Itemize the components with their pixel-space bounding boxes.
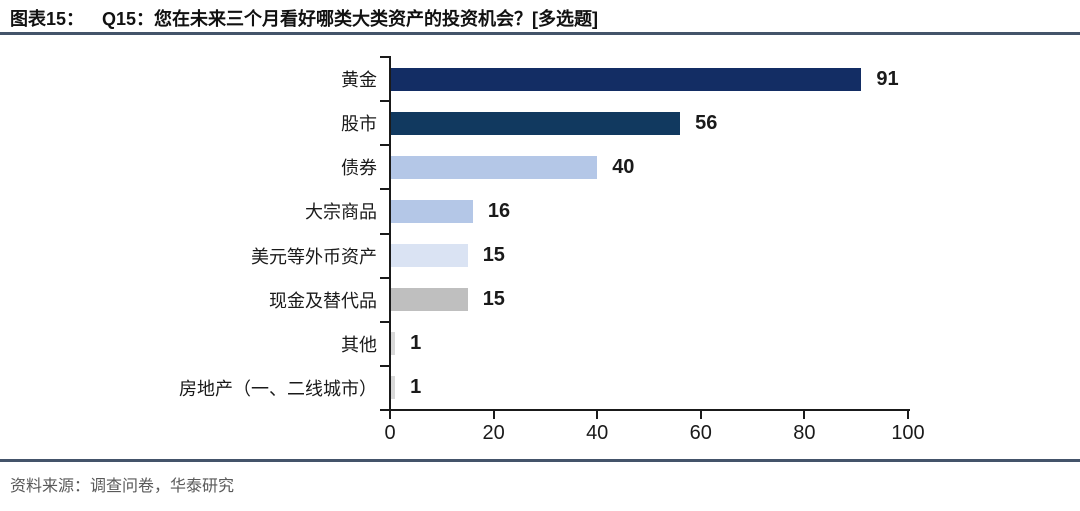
x-axis-tick [596,411,599,419]
x-axis-tick-label: 40 [586,422,609,444]
x-axis-tick [803,411,806,419]
title-divider [0,32,1080,35]
bar-segment [390,332,396,356]
value-label: 15 [482,244,505,267]
category-label: 债券 [341,158,377,179]
value-label: 1 [410,376,422,399]
bar-track: 40 [390,155,908,179]
y-axis-tick [380,56,389,58]
chart-title: Q15：您在未来三个月看好哪类大类资产的投资机会？[多选题] [102,9,599,29]
chart-row: 债券 40 [0,145,908,189]
category-label: 房地产（一、二线城市） [179,378,377,399]
bar-segment [390,111,681,135]
x-axis-tick [699,411,702,419]
x-axis-tick [492,411,495,419]
bar-segment [390,199,473,223]
footer-divider [0,459,1080,462]
chart-row: 股市 56 [0,101,908,145]
y-axis-tick [380,100,389,103]
bar-track: 16 [390,199,908,223]
x-axis-tick-label: 60 [689,422,712,444]
value-label: 40 [612,155,635,178]
category-label: 美元等外币资产 [251,246,377,267]
bar-segment [390,67,862,91]
bar-track: 91 [390,67,908,91]
y-axis-tick [380,144,389,147]
chart-row: 现金及替代品 15 [0,278,908,322]
x-axis-tick-label: 0 [384,422,396,444]
chart-row: 房地产（一、二线城市） 1 [0,366,908,410]
bar-track: 15 [390,244,908,268]
y-axis-tick [380,320,389,323]
value-label: 16 [487,199,511,222]
x-axis-tick-label: 100 [891,422,925,444]
source-note: 资料来源：调查问卷，华泰研究 [10,478,235,495]
y-axis-tick [380,188,389,191]
bar-track: 1 [390,332,908,356]
y-axis-tick [380,409,389,411]
y-axis-line [389,56,391,411]
y-axis-tick [380,276,389,279]
chart-row: 大宗商品 16 [0,189,908,233]
category-label: 股市 [341,114,377,135]
value-label: 1 [410,332,422,355]
category-label: 其他 [341,334,377,355]
bar-segment [390,288,468,312]
chart-row: 其他 1 [0,322,908,366]
figure-label: 图表15： [10,9,85,29]
x-axis-tick [389,411,391,419]
x-axis-tick-label: 20 [482,422,505,444]
chart-row: 美元等外币资产 15 [0,234,908,278]
x-axis-tick [907,411,909,419]
value-label: 15 [482,288,505,311]
bar-track: 15 [390,288,908,312]
value-label: 56 [695,111,718,134]
bar-track: 1 [390,376,908,400]
bar-segment [390,155,598,179]
bar-segment [390,244,468,268]
value-label: 91 [876,67,899,90]
y-axis-tick [380,364,389,367]
bar-chart: 黄金 91 股市 56 债券 40 大宗商品 16 美元等外币资产 15 现金及替代品 15 其他 1 房地… [0,57,908,410]
x-axis-line [389,409,910,411]
bar-track: 56 [390,111,908,135]
chart-row: 黄金 91 [0,57,908,101]
y-axis-tick [380,232,389,235]
chart-header: 图表15： Q15：您在未来三个月看好哪类大类资产的投资机会？[多选题] [10,5,598,31]
bar-segment [390,376,396,400]
category-label: 大宗商品 [305,202,377,223]
x-axis-tick-label: 80 [793,422,816,444]
category-label: 黄金 [341,70,377,91]
category-label: 现金及替代品 [269,290,377,311]
